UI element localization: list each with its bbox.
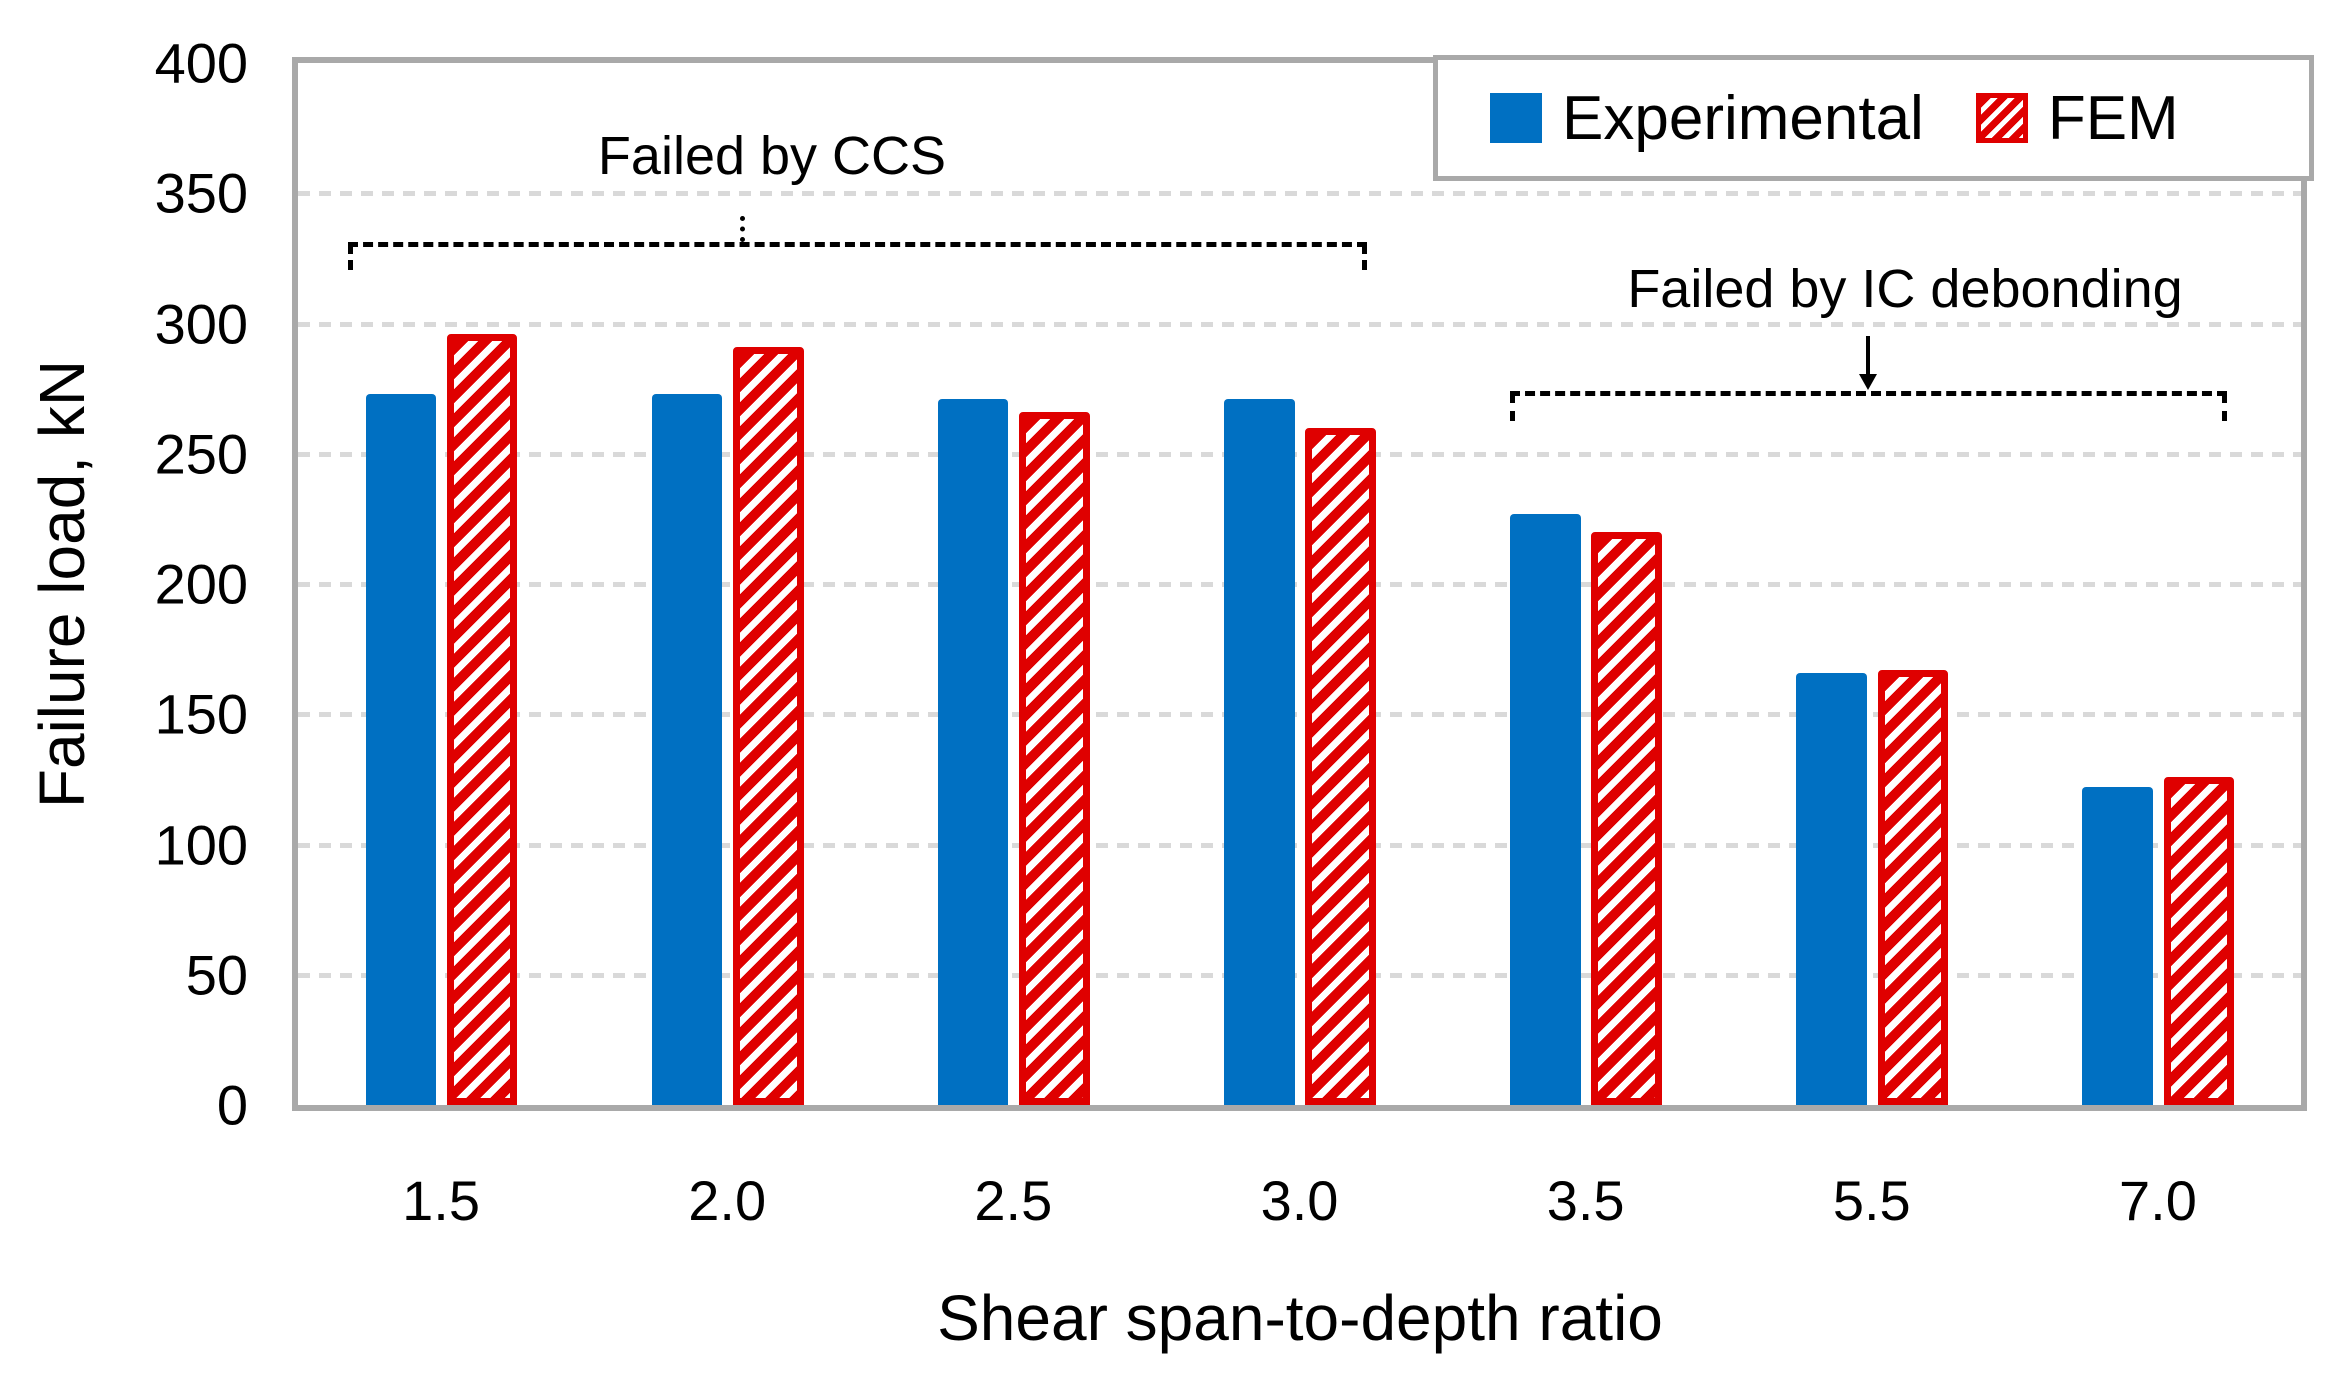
bar-fem-2.0 — [732, 346, 804, 1105]
annotation-ccs-label: Failed by CCS — [597, 126, 947, 186]
bar-fem-1.5 — [446, 333, 518, 1105]
x-tick-label-3.0: 3.0 — [1260, 1169, 1339, 1232]
bar-fem-5.5 — [1877, 669, 1949, 1105]
legend: Experimental FEM — [1433, 55, 2314, 181]
y-axis-title: Failure load, kN — [26, 359, 98, 809]
bar-experimental-3.0 — [1223, 399, 1295, 1105]
bar-experimental-1.5 — [365, 393, 437, 1105]
annotation-ic-label: Failed by IC debonding — [1627, 259, 2183, 319]
annotation-ccs-hook-right — [1362, 244, 1367, 270]
annotation-ic-pointer-line — [1866, 336, 1870, 376]
annotation-ic-bracket — [1510, 391, 2227, 396]
y-tick-label-250: 250 — [154, 422, 248, 486]
annotation-ccs-hook-left — [348, 244, 353, 270]
bar-experimental-7.0 — [2082, 787, 2154, 1105]
legend-swatch-fem — [1975, 93, 2028, 143]
x-tick-label-7.0: 7.0 — [2118, 1169, 2197, 1232]
annotation-ic-pointer-arrow — [1859, 374, 1877, 390]
annotation-ccs-tick — [740, 216, 745, 242]
gridline-100 — [298, 842, 2301, 848]
y-tick-label-400: 400 — [154, 31, 248, 95]
x-tick-label-2.5: 2.5 — [974, 1169, 1053, 1232]
bar-fem-7.0 — [2163, 776, 2235, 1105]
plot-area — [298, 63, 2301, 1105]
y-tick-label-200: 200 — [154, 552, 248, 616]
bar-fem-3.5 — [1591, 531, 1663, 1105]
y-tick-label-150: 150 — [154, 682, 248, 746]
legend-label-experimental: Experimental — [1562, 83, 1924, 153]
bar-experimental-2.0 — [651, 393, 723, 1105]
legend-swatch-experimental — [1490, 93, 1542, 143]
gridline-250 — [298, 451, 2301, 457]
gridline-150 — [298, 712, 2301, 718]
gridline-50 — [298, 972, 2301, 978]
y-tick-label-350: 350 — [154, 161, 248, 225]
gridline-350 — [298, 191, 2301, 197]
bar-fem-3.0 — [1305, 427, 1376, 1105]
annotation-ccs-bracket — [348, 242, 1367, 247]
y-tick-label-300: 300 — [154, 292, 248, 355]
x-tick-label-5.5: 5.5 — [1832, 1169, 1911, 1232]
x-axis-title: Shear span-to-depth ratio — [937, 1282, 1663, 1354]
bar-experimental-2.5 — [937, 399, 1009, 1105]
x-tick-label-2.0: 2.0 — [688, 1169, 767, 1232]
y-tick-label-0: 0 — [216, 1073, 248, 1137]
bar-fem-2.5 — [1019, 412, 1090, 1105]
x-tick-label-3.5: 3.5 — [1546, 1169, 1625, 1232]
bar-experimental-3.5 — [1510, 513, 1581, 1105]
annotation-ic-hook-right — [2222, 393, 2227, 421]
x-tick-label-1.5: 1.5 — [402, 1169, 480, 1232]
y-tick-label-50: 50 — [185, 943, 248, 1007]
gridline-200 — [298, 582, 2301, 587]
y-tick-label-100: 100 — [154, 813, 248, 876]
legend-label-fem: FEM — [2047, 83, 2179, 153]
gridline-300 — [298, 321, 2301, 327]
bar-experimental-5.5 — [1796, 672, 1867, 1105]
annotation-ic-hook-left — [1510, 393, 1515, 421]
